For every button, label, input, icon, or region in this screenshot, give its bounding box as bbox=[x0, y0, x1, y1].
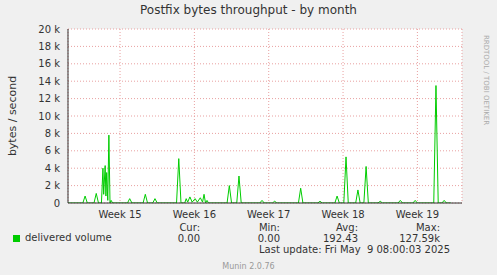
svg-text:18 k: 18 k bbox=[38, 41, 60, 52]
svg-text:Week 17: Week 17 bbox=[247, 209, 290, 220]
svg-text:Week 16: Week 16 bbox=[173, 209, 216, 220]
svg-text:4 k: 4 k bbox=[45, 163, 61, 174]
svg-text:8 k: 8 k bbox=[45, 128, 61, 139]
html-text:127.59k: 127.59k bbox=[399, 233, 440, 244]
html-text:Avg:: Avg: bbox=[336, 222, 358, 233]
html-text:Postfix bytes throughput - by: Postfix bytes throughput - by month bbox=[140, 3, 357, 17]
svg-text:14 k: 14 k bbox=[38, 76, 60, 87]
html-text:0.00: 0.00 bbox=[177, 233, 200, 244]
html-text:Max:: Max: bbox=[416, 222, 440, 233]
html-text:bytes / second: bytes / second bbox=[5, 75, 19, 157]
svg-text:16 k: 16 k bbox=[38, 58, 60, 69]
svg-text:6 k: 6 k bbox=[45, 145, 61, 156]
html-text:RRDTOOL / TOBI OETIKER: RRDTOOL / TOBI OETIKER bbox=[482, 34, 490, 126]
svg-text:20 k: 20 k bbox=[38, 24, 60, 35]
svg-text:Week 18: Week 18 bbox=[321, 209, 364, 220]
html-text:Last update: Fri May 9 08:00:0: Last update: Fri May 9 08:00:03 2025 bbox=[259, 244, 450, 255]
html-text:delivered volume: delivered volume bbox=[25, 232, 112, 243]
svg-text:Week 15: Week 15 bbox=[98, 209, 141, 220]
svg-text:10 k: 10 k bbox=[38, 111, 60, 122]
html-text:0.00: 0.00 bbox=[257, 233, 280, 244]
svg-text:0: 0 bbox=[54, 198, 60, 209]
html-text:Munin 2.0.76: Munin 2.0.76 bbox=[222, 262, 275, 271]
svg-text:12 k: 12 k bbox=[38, 93, 60, 104]
svg-text:2 k: 2 k bbox=[45, 180, 61, 191]
html-text:Cur:: Cur: bbox=[179, 222, 200, 233]
svg-text:Week 19: Week 19 bbox=[396, 209, 439, 220]
html-text:Min:: Min: bbox=[258, 222, 280, 233]
html-text:192.43: 192.43 bbox=[323, 233, 358, 244]
